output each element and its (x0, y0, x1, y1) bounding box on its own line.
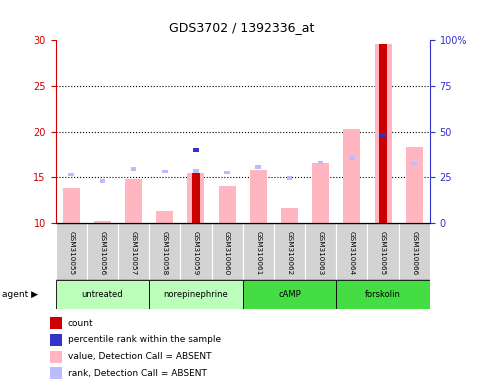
Bar (281, 208, 298, 223)
Bar (50, 317, 62, 329)
Text: norepinephrine: norepinephrine (164, 290, 228, 299)
Text: agent ▶: agent ▶ (2, 290, 39, 299)
Bar (242, 280, 336, 309)
Text: GSM310055: GSM310055 (68, 230, 74, 275)
Bar (156, 211, 173, 223)
Bar (50, 334, 62, 346)
Bar (118, 223, 149, 280)
Bar (380, 133, 386, 137)
Text: count: count (68, 319, 93, 328)
Bar (287, 176, 292, 180)
Bar (336, 280, 430, 309)
Bar (162, 170, 168, 174)
Bar (242, 223, 274, 280)
Bar (149, 223, 180, 280)
Bar (87, 223, 118, 280)
Bar (256, 165, 261, 169)
Text: GSM310056: GSM310056 (99, 230, 105, 275)
Bar (218, 186, 236, 223)
Text: GSM310061: GSM310061 (256, 230, 261, 275)
Bar (99, 179, 105, 183)
Bar (274, 223, 305, 280)
Text: GSM310063: GSM310063 (318, 230, 324, 275)
Bar (125, 179, 142, 223)
Bar (50, 367, 62, 379)
Bar (56, 280, 149, 309)
Bar (406, 147, 423, 223)
Bar (398, 223, 430, 280)
Bar (336, 223, 368, 280)
Bar (380, 133, 386, 137)
Bar (131, 167, 136, 171)
Text: untreated: untreated (82, 290, 123, 299)
Bar (368, 223, 398, 280)
Bar (193, 148, 199, 152)
Bar (68, 172, 74, 176)
Text: GSM310062: GSM310062 (286, 230, 293, 275)
Bar (212, 223, 242, 280)
Text: percentile rank within the sample: percentile rank within the sample (68, 335, 221, 344)
Bar (63, 188, 80, 223)
Bar (374, 44, 392, 223)
Text: GDS3702 / 1392336_at: GDS3702 / 1392336_at (169, 21, 314, 34)
Text: GSM310066: GSM310066 (411, 230, 417, 275)
Bar (193, 169, 199, 172)
Bar (224, 171, 230, 174)
Text: GSM310059: GSM310059 (193, 230, 199, 275)
Text: GSM310060: GSM310060 (224, 230, 230, 275)
Bar (180, 223, 212, 280)
Bar (343, 129, 360, 223)
Bar (379, 44, 387, 223)
Bar (50, 351, 62, 362)
Bar (187, 172, 204, 223)
Bar (56, 223, 87, 280)
Text: GSM310065: GSM310065 (380, 230, 386, 275)
Bar (94, 221, 111, 223)
Text: cAMP: cAMP (278, 290, 301, 299)
Text: forskolin: forskolin (365, 290, 401, 299)
Text: GSM310057: GSM310057 (130, 230, 137, 275)
Bar (318, 161, 324, 164)
Text: rank, Detection Call = ABSENT: rank, Detection Call = ABSENT (68, 369, 207, 378)
Bar (312, 162, 329, 223)
Bar (349, 156, 355, 160)
Bar (305, 223, 336, 280)
Bar (149, 280, 242, 309)
Bar (412, 162, 417, 165)
Text: GSM310064: GSM310064 (349, 230, 355, 275)
Text: value, Detection Call = ABSENT: value, Detection Call = ABSENT (68, 352, 211, 361)
Text: GSM310058: GSM310058 (162, 230, 168, 275)
Bar (192, 172, 200, 223)
Bar (250, 170, 267, 223)
